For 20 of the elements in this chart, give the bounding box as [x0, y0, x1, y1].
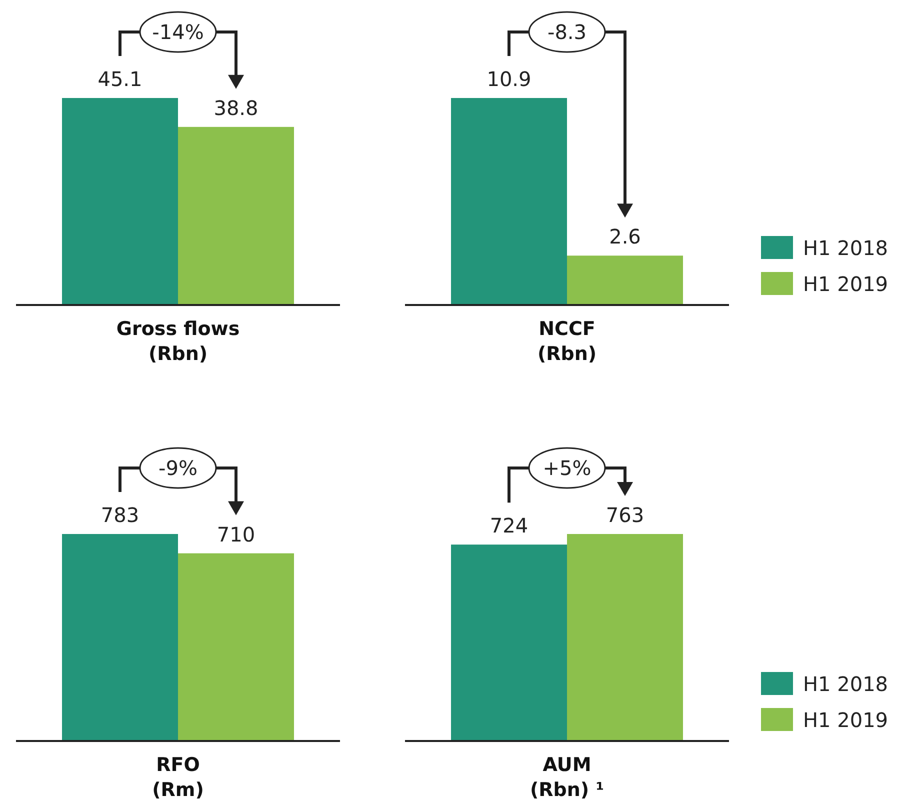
data-label: 724 — [490, 514, 528, 538]
text: -9% — [158, 456, 198, 480]
data-label: 710 — [216, 522, 256, 546]
data-label: 38.8 — [214, 96, 258, 120]
data-label: 10.9 — [486, 67, 532, 91]
x-axis-title: NCCF (Rbn) — [537, 318, 597, 365]
data-label: 2.6 — [609, 224, 641, 249]
text: -8.3 — [547, 20, 587, 44]
data-label: 45.1 — [98, 67, 142, 91]
x-axis-title: AUM (Rbn) ¹ — [530, 754, 604, 801]
x-axis-title: Gross flows (Rbn) — [116, 318, 240, 365]
legend-label: H1 2018 — [803, 672, 888, 696]
x-axis-title: RFO (Rm) — [152, 754, 204, 801]
data-label: 763 — [606, 503, 644, 527]
legend-label: H1 2019 — [803, 708, 888, 732]
text: -14% — [152, 20, 204, 44]
text: +5% — [542, 456, 592, 480]
data-label: 783 — [100, 503, 140, 527]
legend-label: H1 2018 — [803, 236, 888, 260]
legend-label: H1 2019 — [803, 272, 888, 296]
